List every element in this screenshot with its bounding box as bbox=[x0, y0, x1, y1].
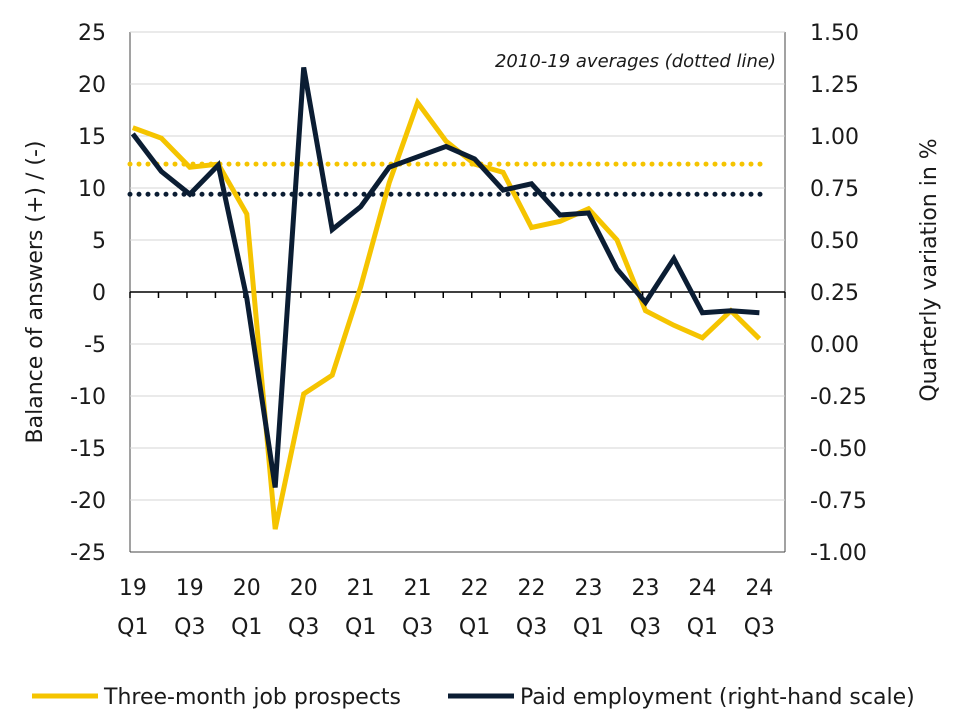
x-tick-year: 20 bbox=[290, 576, 318, 601]
x-tick-year: 19 bbox=[176, 576, 204, 601]
x-tick-quarter: Q1 bbox=[231, 615, 262, 640]
x-tick-quarter: Q3 bbox=[288, 615, 319, 640]
x-tick-quarter: Q1 bbox=[345, 615, 376, 640]
right-tick-label: 1.00 bbox=[810, 125, 859, 150]
left-tick-label: -20 bbox=[70, 489, 106, 514]
x-tick-quarter: Q1 bbox=[117, 615, 148, 640]
right-tick-label: 0.00 bbox=[810, 333, 859, 358]
zero-axis bbox=[129, 291, 786, 298]
series-lines bbox=[130, 66, 762, 530]
annotation-text: 2010-19 averages (dotted line) bbox=[495, 51, 776, 72]
left-tick-label: 0 bbox=[92, 281, 106, 306]
left-tick-label: -15 bbox=[70, 437, 106, 462]
series-line-job-prospects bbox=[131, 97, 762, 530]
left-tick-labels: 25 20 15 10 5 0 -5 -10 -15 -20 -25 bbox=[70, 21, 106, 566]
x-tick-year: 21 bbox=[347, 576, 375, 601]
legend-label-paid-employment: Paid employment (right-hand scale) bbox=[520, 685, 915, 710]
series-line-paid-employment bbox=[130, 66, 760, 488]
right-tick-label: 1.25 bbox=[810, 73, 859, 98]
right-tick-label: -0.75 bbox=[810, 489, 867, 514]
right-tick-label: 0.50 bbox=[810, 229, 859, 254]
right-tick-label: 0.75 bbox=[810, 177, 859, 202]
x-tick-quarter: Q3 bbox=[516, 615, 547, 640]
right-tick-label: -0.50 bbox=[810, 437, 867, 462]
left-tick-label: 15 bbox=[78, 125, 106, 150]
right-tick-label: -0.25 bbox=[810, 385, 867, 410]
gridlines bbox=[130, 31, 785, 501]
left-tick-label: 25 bbox=[78, 21, 106, 46]
x-tick-quarter: Q1 bbox=[573, 615, 604, 640]
x-tick-year: 22 bbox=[518, 576, 546, 601]
left-tick-label: 5 bbox=[92, 229, 106, 254]
x-tick-quarter: Q3 bbox=[630, 615, 661, 640]
x-tick-quarter: Q3 bbox=[402, 615, 433, 640]
right-tick-label: 0.25 bbox=[810, 281, 859, 306]
x-tick-quarter: Q1 bbox=[687, 615, 718, 640]
x-tick-year: 21 bbox=[404, 576, 432, 601]
x-tick-quarter: Q3 bbox=[744, 615, 775, 640]
legend: Three-month job prospects Paid employmen… bbox=[32, 685, 915, 710]
left-tick-label: 20 bbox=[78, 73, 106, 98]
x-tick-year: 22 bbox=[461, 576, 489, 601]
x-tick-year: 20 bbox=[233, 576, 261, 601]
left-axis-label: Balance of answers (+) / (-) bbox=[23, 141, 48, 444]
x-tick-year: 19 bbox=[119, 576, 147, 601]
left-tick-label: -25 bbox=[70, 541, 106, 566]
left-tick-label: 10 bbox=[78, 177, 106, 202]
x-tick-labels: 19 Q1 19 Q3 20 Q1 20 Q3 21 Q1 21 Q3 22 Q1 22 Q3 23 Q1 23 Q3… bbox=[117, 576, 775, 640]
x-tick-quarter: Q1 bbox=[459, 615, 490, 640]
x-tick-year: 24 bbox=[745, 576, 773, 601]
right-tick-label: 1.50 bbox=[810, 21, 859, 46]
x-tick-year: 24 bbox=[688, 576, 716, 601]
left-tick-label: -10 bbox=[70, 385, 106, 410]
right-tick-label: -1.00 bbox=[810, 541, 867, 566]
x-tick-year: 23 bbox=[575, 576, 603, 601]
legend-label-job-prospects: Three-month job prospects bbox=[103, 685, 401, 710]
right-axis-label: Quarterly variation in % bbox=[917, 138, 942, 401]
x-tick-quarter: Q3 bbox=[174, 615, 205, 640]
x-tick-year: 23 bbox=[631, 576, 659, 601]
right-tick-labels: 1.50 1.25 1.00 0.75 0.50 0.25 0.00 -0.25 -0.50 -0… bbox=[810, 21, 867, 566]
left-tick-label: -5 bbox=[84, 333, 106, 358]
